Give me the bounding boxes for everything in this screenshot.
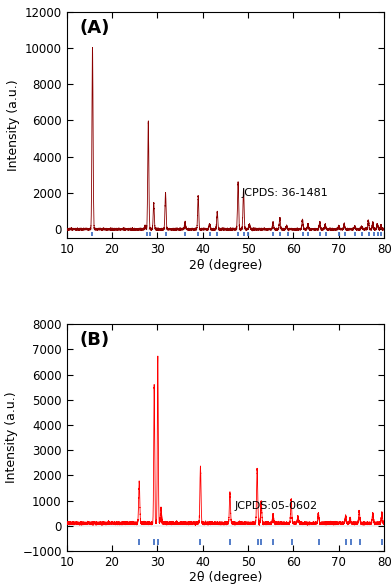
Text: JCPDS:05-0602: JCPDS:05-0602 bbox=[235, 501, 318, 511]
Text: JCPDS: 36-1481: JCPDS: 36-1481 bbox=[241, 189, 328, 199]
X-axis label: 2θ (degree): 2θ (degree) bbox=[189, 259, 262, 272]
Text: (A): (A) bbox=[79, 19, 110, 36]
Text: (B): (B) bbox=[79, 331, 109, 349]
Y-axis label: Intensity (a.u.): Intensity (a.u.) bbox=[5, 392, 18, 483]
X-axis label: 2θ (degree): 2θ (degree) bbox=[189, 571, 262, 584]
Y-axis label: Intensity (a.u.): Intensity (a.u.) bbox=[7, 79, 20, 171]
